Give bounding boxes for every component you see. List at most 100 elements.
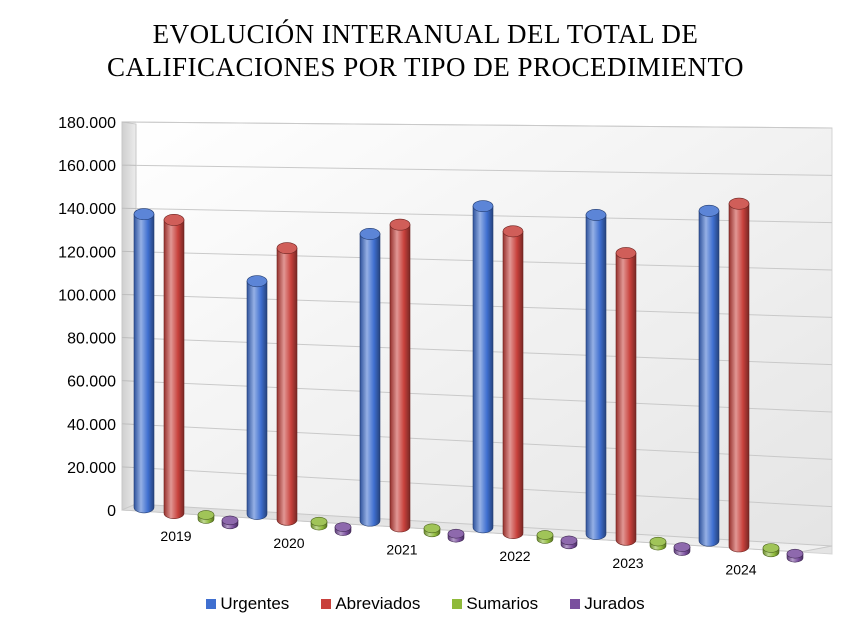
- grid-line-side: [121, 380, 137, 382]
- bar-cap: [197, 510, 215, 520]
- bar-urgentes-2024: [698, 204, 720, 547]
- legend-swatch: [570, 599, 581, 609]
- bar-cap: [698, 204, 720, 217]
- bar-urgentes-2019: [133, 208, 155, 514]
- bar-cap: [786, 548, 804, 559]
- x-tick-label: 2022: [499, 548, 530, 564]
- legend-swatch: [452, 599, 463, 609]
- y-tick-label: 60.000: [67, 374, 116, 391]
- bar-cap: [615, 247, 637, 259]
- bar-jurados-2021: [447, 528, 465, 543]
- bar-body: [246, 280, 268, 520]
- bar-cap: [389, 218, 411, 231]
- y-tick-label: 100.000: [58, 287, 116, 304]
- y-tick-label: 80.000: [67, 331, 116, 348]
- bar-cap: [133, 208, 155, 221]
- x-tick-label: 2021: [386, 542, 417, 558]
- y-tick-label: 180.000: [58, 115, 116, 132]
- chart-title-line-2: CALIFICACIONES POR TIPO DE PROCEDIMIENTO: [106, 52, 745, 82]
- bar-sumarios-2019: [197, 510, 215, 524]
- bar-cap: [310, 516, 328, 527]
- bar-body: [133, 213, 155, 514]
- bar-abreviados-2020: [276, 242, 298, 526]
- bar-jurados-2020: [334, 522, 352, 536]
- legend-swatch: [206, 599, 217, 609]
- bar-sumarios-2021: [423, 523, 441, 538]
- legend-item-jurados: Jurados: [570, 594, 645, 614]
- legend-label: Sumarios: [466, 594, 539, 613]
- bar-sumarios-2020: [310, 516, 328, 531]
- bar-cap: [423, 523, 441, 534]
- y-tick-label: 140.000: [58, 201, 116, 218]
- legend-item-urgentes: Urgentes: [206, 594, 289, 614]
- bar-body: [359, 233, 381, 527]
- y-tick-label: 20.000: [67, 460, 116, 477]
- bar-body: [389, 224, 411, 533]
- bar-cap: [221, 515, 239, 526]
- bar-jurados-2023: [673, 542, 691, 556]
- legend-item-sumarios: Sumarios: [452, 594, 538, 614]
- bar-urgentes-2020: [246, 275, 268, 520]
- bar-cap: [447, 528, 465, 539]
- x-tick-label: 2024: [725, 562, 756, 578]
- x-tick-label: 2020: [273, 535, 304, 551]
- x-tick-label: 2023: [612, 555, 643, 571]
- bar-cap: [585, 209, 607, 221]
- bar-jurados-2022: [560, 535, 578, 550]
- bar-jurados-2024: [786, 548, 804, 563]
- bar-urgentes-2021: [359, 228, 381, 527]
- bar-cap: [472, 200, 494, 213]
- x-axis-category-labels: 2019 2020 2021 2022 2023 2024: [160, 528, 756, 577]
- bar-sumarios-2024: [762, 543, 780, 558]
- bar-cap: [163, 214, 185, 226]
- y-tick-label: 160.000: [58, 158, 116, 175]
- bar-cap: [536, 530, 554, 540]
- bar-body: [698, 210, 720, 547]
- bar-jurados-2019: [221, 515, 239, 530]
- bar-cap: [502, 225, 524, 238]
- legend-label: Abreviados: [335, 594, 421, 613]
- bar-body: [615, 252, 637, 546]
- bar-body: [502, 230, 524, 539]
- x-tick-label: 2019: [160, 528, 191, 544]
- bar-sumarios-2023: [649, 536, 667, 551]
- grid-line-side: [121, 423, 137, 425]
- grid-line-side: [121, 466, 137, 469]
- legend-swatch: [321, 599, 332, 609]
- bar-urgentes-2023: [585, 209, 607, 540]
- grid-line-side: [121, 337, 137, 339]
- bar-abreviados-2021: [389, 218, 411, 533]
- bar-abreviados-2024: [728, 197, 750, 553]
- chart-title-line-1: EVOLUCIÓN INTERANUAL DEL TOTAL DE: [152, 19, 699, 49]
- y-tick-label: 120.000: [58, 244, 116, 261]
- bar-cap: [728, 197, 750, 210]
- y-tick-label: 40.000: [67, 417, 116, 434]
- bar-cap: [762, 543, 780, 553]
- bar-body: [276, 247, 298, 526]
- grid-line: [135, 164, 833, 176]
- grid-line: [135, 121, 833, 129]
- chart-title: EVOLUCIÓN INTERANUAL DEL TOTAL DE CALIFI…: [0, 18, 851, 84]
- bar-cap: [334, 522, 352, 532]
- legend-item-abreviados: Abreviados: [321, 594, 420, 614]
- bar-body: [163, 219, 185, 519]
- bar-cap: [246, 275, 268, 288]
- y-axis-tick-labels: 0 20.000 40.000 60.000 80.000 100.000 120.000 1…: [58, 115, 116, 520]
- bar-urgentes-2022: [472, 200, 494, 534]
- bar-cap: [560, 535, 578, 546]
- bars: [133, 197, 804, 563]
- bar-abreviados-2022: [502, 225, 524, 539]
- bar-body: [472, 205, 494, 534]
- legend-label: Jurados: [584, 594, 645, 613]
- legend: Urgentes Abreviados Sumarios Jurados: [0, 594, 851, 614]
- bar-cap: [359, 228, 381, 240]
- bar-body: [585, 214, 607, 540]
- bar-body: [728, 203, 750, 553]
- bar-cap: [276, 242, 298, 255]
- bar-sumarios-2022: [536, 530, 554, 544]
- bar-cap: [673, 542, 691, 552]
- bar-cap: [649, 536, 667, 547]
- bar-abreviados-2023: [615, 247, 637, 546]
- y-tick-label: 0: [107, 503, 116, 520]
